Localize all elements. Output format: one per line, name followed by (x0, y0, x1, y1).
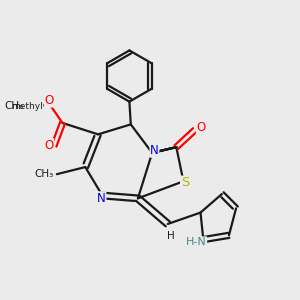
Text: O: O (44, 139, 53, 152)
Text: H-N: H-N (186, 237, 207, 247)
Text: CH₃: CH₃ (4, 101, 23, 112)
Text: H: H (167, 231, 175, 241)
Text: O: O (44, 94, 54, 107)
Text: S: S (181, 176, 189, 189)
Text: O: O (196, 121, 206, 134)
Text: methyl: methyl (11, 102, 43, 111)
Text: CH₃: CH₃ (35, 169, 54, 179)
Text: N: N (97, 192, 106, 205)
Text: N: N (150, 144, 159, 157)
